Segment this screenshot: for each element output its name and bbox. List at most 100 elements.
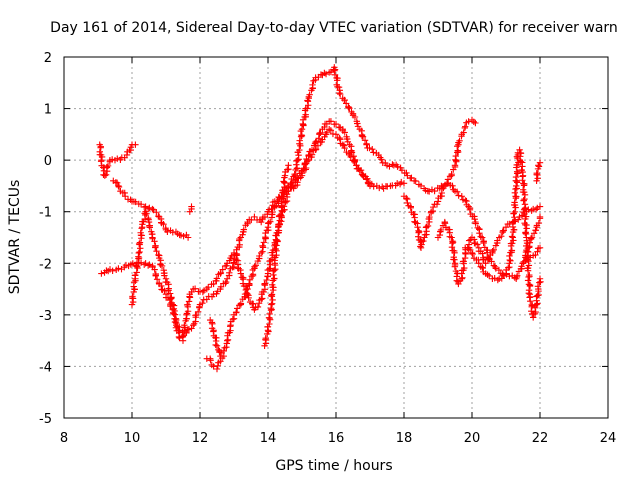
data-point xyxy=(492,265,499,272)
data-point-interp xyxy=(480,239,487,247)
data-point-interp xyxy=(479,250,486,257)
data-point-interp xyxy=(200,287,208,294)
x-tick-label: 12 xyxy=(192,431,209,446)
data-point-interp xyxy=(312,145,320,153)
data-point-interp xyxy=(184,301,191,308)
data-point xyxy=(258,218,265,226)
data-point-interp xyxy=(508,233,516,240)
data-point-interp xyxy=(398,166,406,174)
data-point xyxy=(536,244,544,252)
data-point-interp xyxy=(444,180,451,187)
data-point-interp xyxy=(277,211,284,218)
plot-frame xyxy=(63,56,609,419)
data-point-interp xyxy=(519,177,526,184)
data-point-interp xyxy=(449,239,457,246)
data-point-interp xyxy=(97,144,104,151)
data-point-interp xyxy=(524,277,532,284)
data-point xyxy=(115,182,122,190)
data-point-interp xyxy=(535,219,543,227)
data-point xyxy=(536,275,544,282)
data-point-interp xyxy=(217,283,225,291)
data-point-interp xyxy=(512,185,519,193)
data-point-interp xyxy=(279,186,287,194)
data-point-interp xyxy=(298,170,306,177)
data-point-interp xyxy=(188,325,195,332)
data-point-interp xyxy=(155,212,162,220)
data-point-interp xyxy=(265,219,272,227)
data-point-interp xyxy=(356,167,363,174)
data-point-interp xyxy=(129,293,136,300)
data-point-interp xyxy=(490,246,497,254)
data-point xyxy=(360,172,367,179)
data-point-interp xyxy=(269,208,276,216)
data-point-interp xyxy=(269,281,276,289)
data-point-interp xyxy=(361,137,369,144)
data-point-interp xyxy=(532,251,539,259)
data-point-interp xyxy=(331,71,339,79)
data-point-interp xyxy=(164,228,171,235)
data-point xyxy=(258,249,265,257)
data-point-interp xyxy=(146,224,153,231)
data-point-interp xyxy=(534,248,541,255)
y-tick-label: -2 xyxy=(39,257,52,272)
data-point-interp xyxy=(341,96,348,104)
data-point-interp xyxy=(515,216,522,223)
data-point-interp xyxy=(295,151,302,159)
data-point-interp xyxy=(359,133,367,140)
data-point-interp xyxy=(412,177,419,185)
data-point-interp xyxy=(322,70,330,78)
data-point-interp xyxy=(451,249,458,256)
data-point xyxy=(149,205,156,213)
data-point xyxy=(237,270,244,277)
data-point xyxy=(462,123,469,130)
data-point xyxy=(213,342,221,349)
data-point-interp xyxy=(252,262,259,269)
data-point-interp xyxy=(237,300,245,307)
data-point-interp xyxy=(171,311,179,318)
data-point-interp xyxy=(469,250,476,258)
data-point-interp xyxy=(498,233,505,240)
data-point-interp xyxy=(508,240,516,247)
data-point-interp xyxy=(465,237,473,244)
y-tick-label: 1 xyxy=(44,103,52,118)
data-point xyxy=(135,249,142,257)
data-point xyxy=(400,180,408,187)
data-point-interp xyxy=(143,210,150,217)
data-point-interp xyxy=(534,292,541,299)
data-point-interp xyxy=(484,256,492,264)
data-point-interp xyxy=(245,280,253,287)
data-point-interp xyxy=(157,261,164,268)
data-point-interp xyxy=(245,294,252,302)
data-point-interp xyxy=(494,276,502,284)
data-point xyxy=(210,363,217,370)
data-point-interp xyxy=(520,182,528,189)
data-point-interp xyxy=(180,331,188,339)
data-point-interp xyxy=(304,105,311,112)
data-point-interp xyxy=(179,332,186,340)
data-point-interp xyxy=(369,146,376,153)
data-point-interp xyxy=(526,294,533,301)
data-point-interp xyxy=(180,232,187,240)
data-point-interp xyxy=(506,252,513,260)
data-point-interp xyxy=(415,233,422,240)
data-point-interp xyxy=(512,193,519,200)
data-point-interp xyxy=(315,135,322,142)
data-point-interp xyxy=(510,226,518,233)
data-point-interp xyxy=(476,229,483,237)
data-point-interp xyxy=(403,194,410,202)
data-point-interp xyxy=(472,220,479,227)
data-point-interp xyxy=(115,183,123,191)
data-point-interp xyxy=(466,206,474,214)
data-point xyxy=(482,260,489,267)
data-point xyxy=(536,213,544,221)
x-tick-label: 18 xyxy=(396,431,413,446)
data-point-interp xyxy=(251,263,258,270)
data-point xyxy=(458,193,465,200)
data-point-interp xyxy=(514,272,521,279)
data-point xyxy=(366,182,374,190)
data-point-interp xyxy=(415,228,423,235)
data-point-interp xyxy=(456,137,463,144)
data-point-interp xyxy=(170,310,177,317)
y-tick-labels: -5 -4 -3 -2 -1 0 1 2 xyxy=(39,51,52,427)
data-point-interp xyxy=(222,278,230,286)
